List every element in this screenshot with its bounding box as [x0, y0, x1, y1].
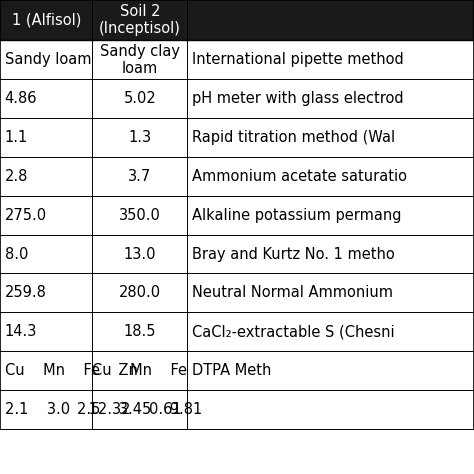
Text: 1.1: 1.1 [5, 130, 28, 145]
Text: pH meter with glass electrod: pH meter with glass electrod [192, 91, 403, 106]
Bar [0, 312, 474, 351]
Text: 280.0: 280.0 [119, 285, 161, 301]
Text: 4.86: 4.86 [5, 91, 37, 106]
Text: Sandy loam: Sandy loam [5, 52, 91, 67]
Text: 5.02: 5.02 [123, 91, 156, 106]
Text: 18.5: 18.5 [124, 324, 156, 339]
Text: Sandy clay
loam: Sandy clay loam [100, 44, 180, 76]
Bar [0, 196, 474, 235]
Text: 2.1    3.0    12.32    0.61: 2.1 3.0 12.32 0.61 [5, 402, 182, 417]
Text: Bray and Kurtz No. 1 metho: Bray and Kurtz No. 1 metho [192, 246, 395, 262]
Text: 8.0: 8.0 [5, 246, 28, 262]
Text: Alkaline potassium permang: Alkaline potassium permang [192, 208, 401, 223]
Text: 3.7: 3.7 [128, 169, 152, 184]
Bar [187, 0, 474, 40]
Text: Neutral Normal Ammonium: Neutral Normal Ammonium [192, 285, 393, 301]
Text: Cu    Mn    Fe    Zn: Cu Mn Fe Zn [5, 363, 137, 378]
Text: 275.0: 275.0 [5, 208, 47, 223]
Bar [0, 390, 474, 429]
Bar [0, 235, 474, 273]
Bar [0, 79, 474, 118]
Bar [0, 40, 474, 79]
Text: 1 (Alfisol): 1 (Alfisol) [11, 13, 81, 27]
Text: DTPA Meth: DTPA Meth [192, 363, 271, 378]
Bar [0, 351, 474, 390]
Text: Soil 2
(Inceptisol): Soil 2 (Inceptisol) [99, 4, 181, 36]
Text: 2.5    3.45    9.81: 2.5 3.45 9.81 [77, 402, 202, 417]
Text: 14.3: 14.3 [5, 324, 37, 339]
Text: CaCl₂-extractable S (Chesni: CaCl₂-extractable S (Chesni [192, 324, 394, 339]
Bar [92, 0, 187, 40]
Text: 259.8: 259.8 [5, 285, 46, 301]
Text: 1.3: 1.3 [128, 130, 151, 145]
Bar [0, 118, 474, 157]
Text: International pipette method: International pipette method [192, 52, 404, 67]
Text: Rapid titration method (Wal: Rapid titration method (Wal [192, 130, 395, 145]
Bar [0, 273, 474, 312]
Bar [0, 157, 474, 196]
Text: Cu    Mn    Fe: Cu Mn Fe [92, 363, 187, 378]
Text: 2.8: 2.8 [5, 169, 28, 184]
Text: Ammonium acetate saturatio: Ammonium acetate saturatio [192, 169, 407, 184]
Bar [0, 0, 92, 40]
Text: 13.0: 13.0 [124, 246, 156, 262]
Text: 350.0: 350.0 [119, 208, 161, 223]
